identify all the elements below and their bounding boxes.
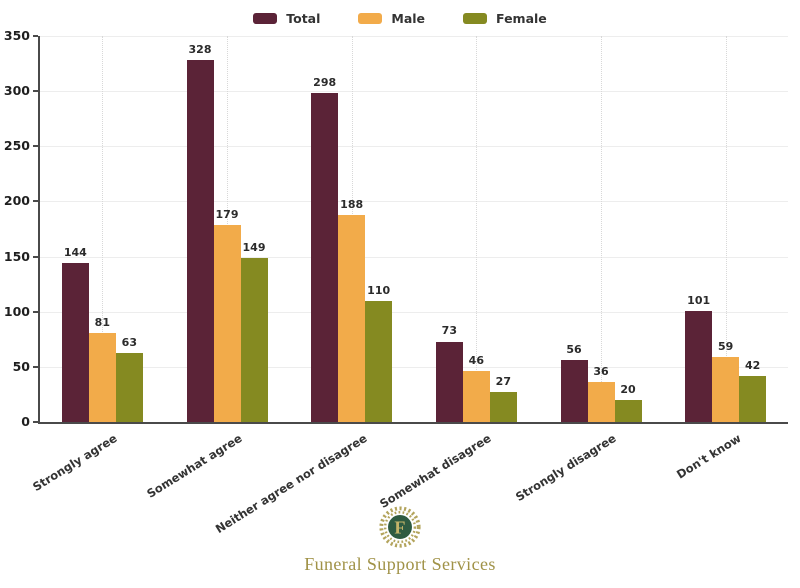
legend-label-total: Total: [286, 11, 321, 26]
legend-swatch-total: [253, 13, 278, 24]
bar-total-3: [311, 93, 339, 422]
ytick-mark-250: [33, 145, 38, 148]
xtick-label-2: Somewhat agree: [144, 431, 245, 501]
x-axis-line: [38, 422, 788, 424]
bar-female-1: [115, 352, 143, 422]
bar-value-female-5: 20: [620, 382, 636, 396]
bar-chart-plot-area: 0 50 100 150 200 250 300 350 144 81 63 Strongly agr…: [4, 28, 788, 536]
xtick-label-1: Strongly agree: [30, 431, 120, 495]
bar-value-female-2: 149: [242, 240, 266, 254]
bar-value-male-5: 36: [593, 365, 609, 379]
xtick-label-5: Strongly disagree: [513, 431, 619, 505]
bar-total-4: [435, 341, 463, 422]
bar-value-male-4: 46: [468, 354, 484, 368]
gridline-x-5: [601, 36, 602, 422]
bar-value-female-4: 27: [495, 375, 511, 389]
legend-item-total: Total: [253, 11, 320, 26]
bar-male-2: [213, 224, 241, 422]
bar-value-female-6: 42: [745, 358, 761, 372]
ytick-mark-0: [33, 421, 38, 423]
gridline-y-200: [40, 201, 788, 203]
gridline-y-250: [40, 146, 788, 148]
bar-male-3: [338, 214, 366, 422]
gridline-x-6: [725, 36, 727, 422]
bar-value-male-3: 188: [340, 197, 364, 211]
bar-total-6: [685, 310, 713, 422]
bar-female-2: [240, 257, 268, 422]
gridline-x-4: [476, 36, 478, 422]
bar-male-4: [462, 371, 490, 422]
bar-value-female-3: 110: [367, 283, 391, 297]
ytick-mark-350: [33, 35, 38, 37]
legend-item-female: Female: [463, 11, 547, 26]
ytick-mark-200: [33, 200, 38, 203]
bar-value-female-1: 63: [121, 335, 137, 349]
ytick-mark-300: [33, 90, 38, 93]
bar-female-6: [739, 375, 767, 422]
brand-name: Funeral Support Services: [304, 554, 496, 574]
gridline-y-300: [40, 91, 788, 93]
xtick-label-6: Don't know: [673, 431, 744, 482]
bar-male-5: [587, 382, 615, 422]
bar-male-1: [88, 332, 116, 422]
ytick-label-0: 0: [21, 414, 30, 429]
brand-footer: F Funeral Support Services: [0, 505, 800, 575]
ytick-mark-150: [33, 255, 38, 258]
legend-swatch-male: [358, 13, 383, 24]
bar-total-1: [61, 263, 89, 422]
bar-female-5: [614, 399, 642, 422]
legend-swatch-female: [463, 13, 488, 24]
bar-value-male-1: 81: [94, 315, 110, 329]
legend-label-female: Female: [496, 11, 547, 26]
bar-value-total-2: 328: [188, 43, 212, 57]
gridline-y-50: [40, 366, 788, 368]
ytick-label-200: 200: [3, 193, 30, 209]
funeral-support-services-logo-icon: F: [379, 506, 421, 548]
ytick-mark-50: [33, 365, 38, 368]
bar-value-total-3: 298: [313, 76, 337, 90]
bar-value-male-2: 179: [215, 207, 239, 221]
ytick-label-300: 300: [3, 83, 30, 99]
ytick-label-250: 250: [3, 138, 30, 154]
bar-value-total-6: 101: [687, 293, 711, 307]
ytick-label-50: 50: [12, 358, 30, 374]
bar-female-4: [489, 392, 517, 422]
bar-female-3: [365, 300, 393, 422]
bar-total-5: [560, 360, 588, 422]
gridline-y-350: [40, 36, 788, 37]
chart-legend: Total Male Female: [0, 11, 800, 26]
legend-item-male: Male: [358, 11, 425, 26]
gridline-y-100: [40, 311, 788, 313]
bar-male-6: [712, 356, 740, 422]
gridline-y-150: [40, 256, 788, 258]
ytick-label-350: 350: [3, 28, 30, 43]
ytick-mark-100: [33, 310, 38, 313]
logo-letter: F: [394, 517, 405, 537]
legend-label-male: Male: [391, 11, 426, 26]
bar-value-male-6: 59: [718, 339, 734, 353]
gridline-x-1: [102, 36, 104, 422]
ytick-label-100: 100: [3, 303, 30, 319]
bar-value-total-5: 56: [566, 343, 582, 357]
bar-total-2: [186, 60, 214, 422]
ytick-label-150: 150: [3, 248, 30, 264]
bar-value-total-4: 73: [441, 324, 457, 338]
y-axis-line: [38, 36, 40, 422]
xtick-label-4: Somewhat disagree: [377, 431, 494, 511]
bar-value-total-1: 144: [63, 246, 87, 260]
